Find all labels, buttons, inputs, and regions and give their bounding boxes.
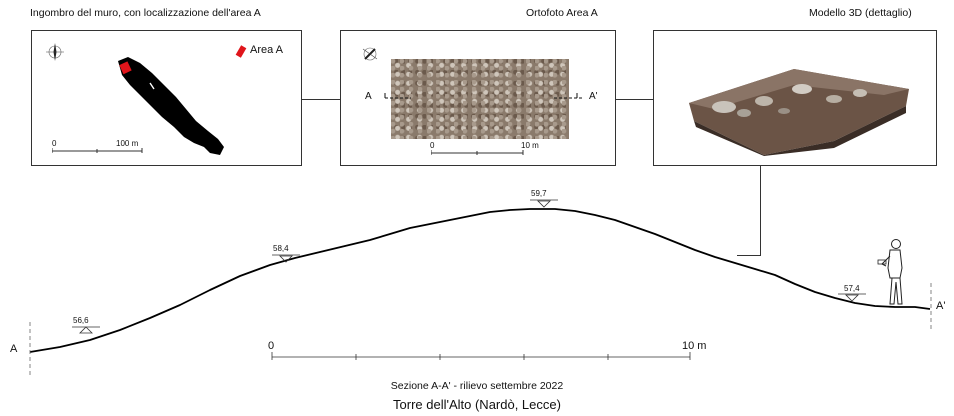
ortho-scale-end: 10 m [521,141,539,150]
section-label-a: A [10,343,18,355]
connector-ortho-model [616,99,653,100]
section-caption: Sezione A-A' - rilievo settembre 2022 [390,380,564,392]
ortho-panel-title: Ortofoto Area A [526,7,598,19]
map-scale-end: 100 m [116,139,139,148]
north-arrow-icon [362,47,378,61]
ortho-panel: A A' 0 10 m [340,30,616,166]
map-scale-bar [52,148,143,153]
ortho-scale-start: 0 [430,141,435,150]
map-scale-start: 0 [52,139,57,148]
elevation-label: 59,7 [531,189,547,198]
person-scale-figure [877,239,903,305]
elevation-label: 58,4 [273,244,289,253]
section-scale-start: 0 [268,340,275,352]
section-scale-end: 10 m [682,340,707,352]
orthophoto-image [391,59,569,139]
elevation-marker [272,254,300,263]
elevation-label: 57,4 [844,284,860,293]
map-panel: Area A 0 100 m [31,30,302,166]
ortho-label-a: A [365,91,372,102]
elevation-marker [72,326,100,334]
site-caption: Torre dell'Alto (Nardò, Lecce) [393,397,561,412]
north-arrow-icon [46,43,64,61]
ortho-label-a-prime: A' [589,91,598,102]
wall-footprint-shape [118,57,224,155]
connector-model-section-h [737,255,761,256]
ortho-scale-bar [431,150,524,155]
map-panel-title: Ingombro del muro, con localizzazione de… [30,7,261,19]
model-panel [653,30,937,166]
elevation-marker [530,199,558,208]
connector-model-section [760,166,761,255]
model-3d-image [689,69,909,156]
area-a-legend-label: Area A [250,44,284,56]
connector-map-ortho [302,99,340,100]
elevation-marker [838,293,866,302]
elevation-label: 56,6 [73,316,89,325]
section-label-a-prime: A' [936,300,946,312]
section-line-ortho [384,93,583,99]
model-panel-title: Modello 3D (dettaglio) [809,7,912,19]
